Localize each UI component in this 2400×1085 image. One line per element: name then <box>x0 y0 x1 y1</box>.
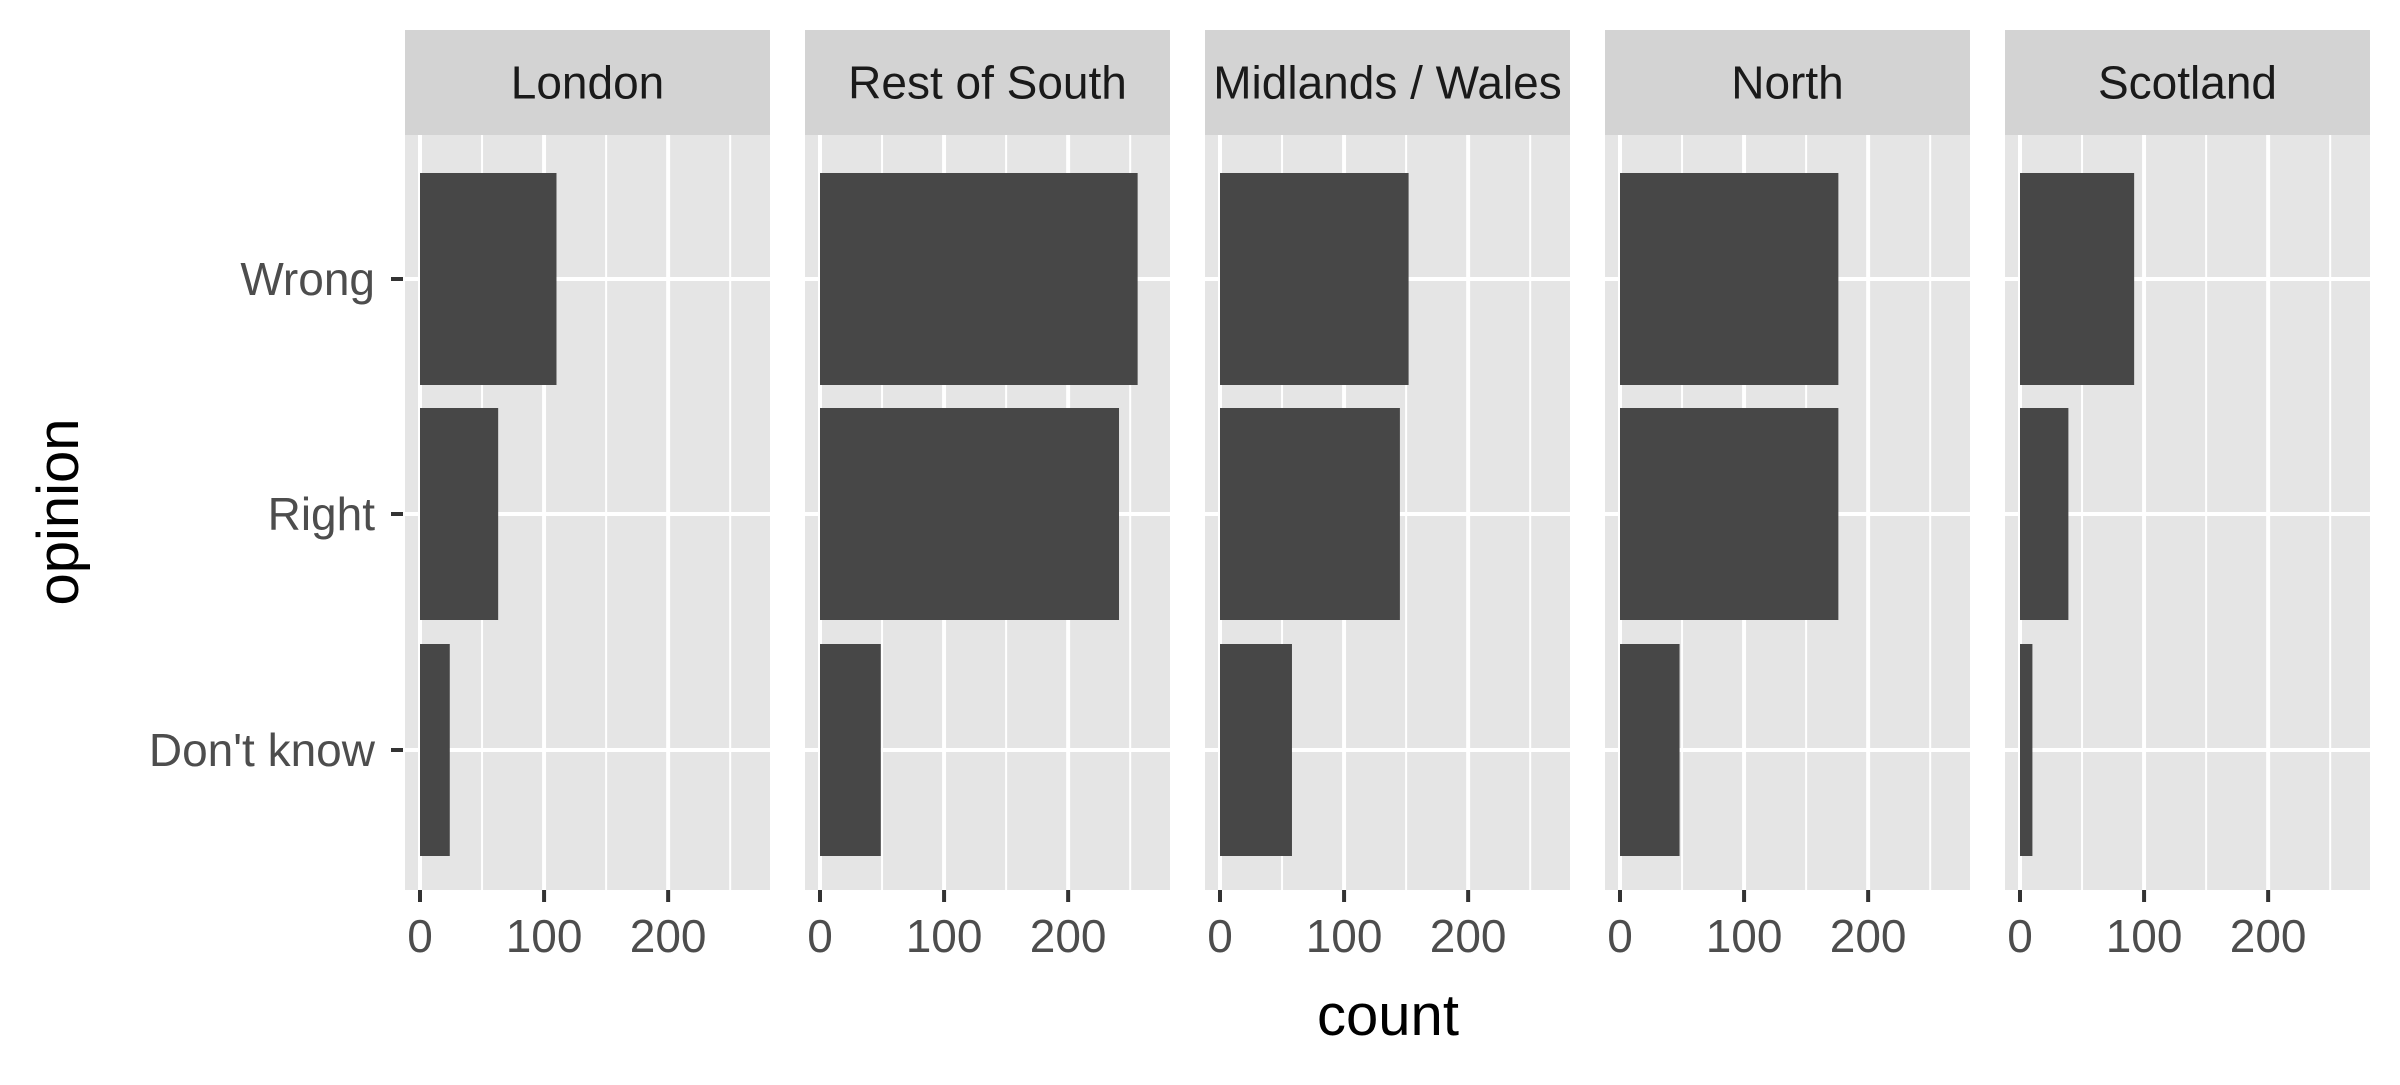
bar <box>820 644 881 856</box>
x-tick-label: 100 <box>2106 910 2183 962</box>
x-tick-label: 200 <box>2230 910 2307 962</box>
bar <box>420 408 499 620</box>
facet-panel: North 0 100 200 <box>1605 30 1970 962</box>
facet-panel: Rest of South 0 100 200 <box>805 30 1170 962</box>
facet-strip-label: Scotland <box>2098 57 2277 109</box>
x-tick-label: 100 <box>1306 910 1383 962</box>
facet-strip-label: Rest of South <box>848 57 1127 109</box>
bar <box>2020 408 2069 620</box>
facet-panel: London 0 100 200 <box>405 30 770 962</box>
bar <box>1220 408 1400 620</box>
facet-strip-label: London <box>511 57 665 109</box>
bar <box>2020 644 2033 856</box>
x-tick-label: 200 <box>1430 910 1507 962</box>
bar <box>1220 173 1409 385</box>
bar <box>820 408 1120 620</box>
bar <box>420 173 557 385</box>
y-tick-label: Don't know <box>149 724 376 776</box>
y-tick-label: Wrong <box>240 253 375 305</box>
x-tick-label: 0 <box>1607 910 1633 962</box>
facet-strip <box>1605 30 1970 135</box>
facet-strip-label: Midlands / Wales <box>1213 57 1562 109</box>
x-tick-label: 0 <box>2007 910 2033 962</box>
facet-strip <box>805 30 1170 135</box>
y-axis-title: opinion <box>26 418 91 605</box>
x-tick-label: 0 <box>1207 910 1233 962</box>
x-tick-label: 0 <box>407 910 433 962</box>
y-axis: Wrong Right Don't know <box>149 253 403 776</box>
bar <box>820 173 1138 385</box>
x-tick-label: 200 <box>630 910 707 962</box>
x-tick-label: 200 <box>1030 910 1107 962</box>
bar <box>1620 408 1839 620</box>
y-tick-label: Right <box>268 488 376 540</box>
x-tick-label: 100 <box>906 910 983 962</box>
bar <box>420 644 450 856</box>
facet-panel: Midlands / Wales 0 100 200 <box>1205 30 1570 962</box>
x-tick-label: 200 <box>1830 910 1907 962</box>
x-tick-label: 100 <box>1706 910 1783 962</box>
facet-strip <box>1205 30 1570 135</box>
bar <box>1620 173 1839 385</box>
x-axis-title: count <box>1317 983 1459 1048</box>
facet-panel: Scotland 0 100 200 <box>2005 30 2370 962</box>
facet-strip <box>405 30 770 135</box>
facet-strip <box>2005 30 2370 135</box>
facet-strip-label: North <box>1731 57 1843 109</box>
x-tick-label: 100 <box>506 910 583 962</box>
bar <box>2020 173 2135 385</box>
x-tick-label: 0 <box>807 910 833 962</box>
bar <box>1220 644 1292 856</box>
bar <box>1620 644 1680 856</box>
